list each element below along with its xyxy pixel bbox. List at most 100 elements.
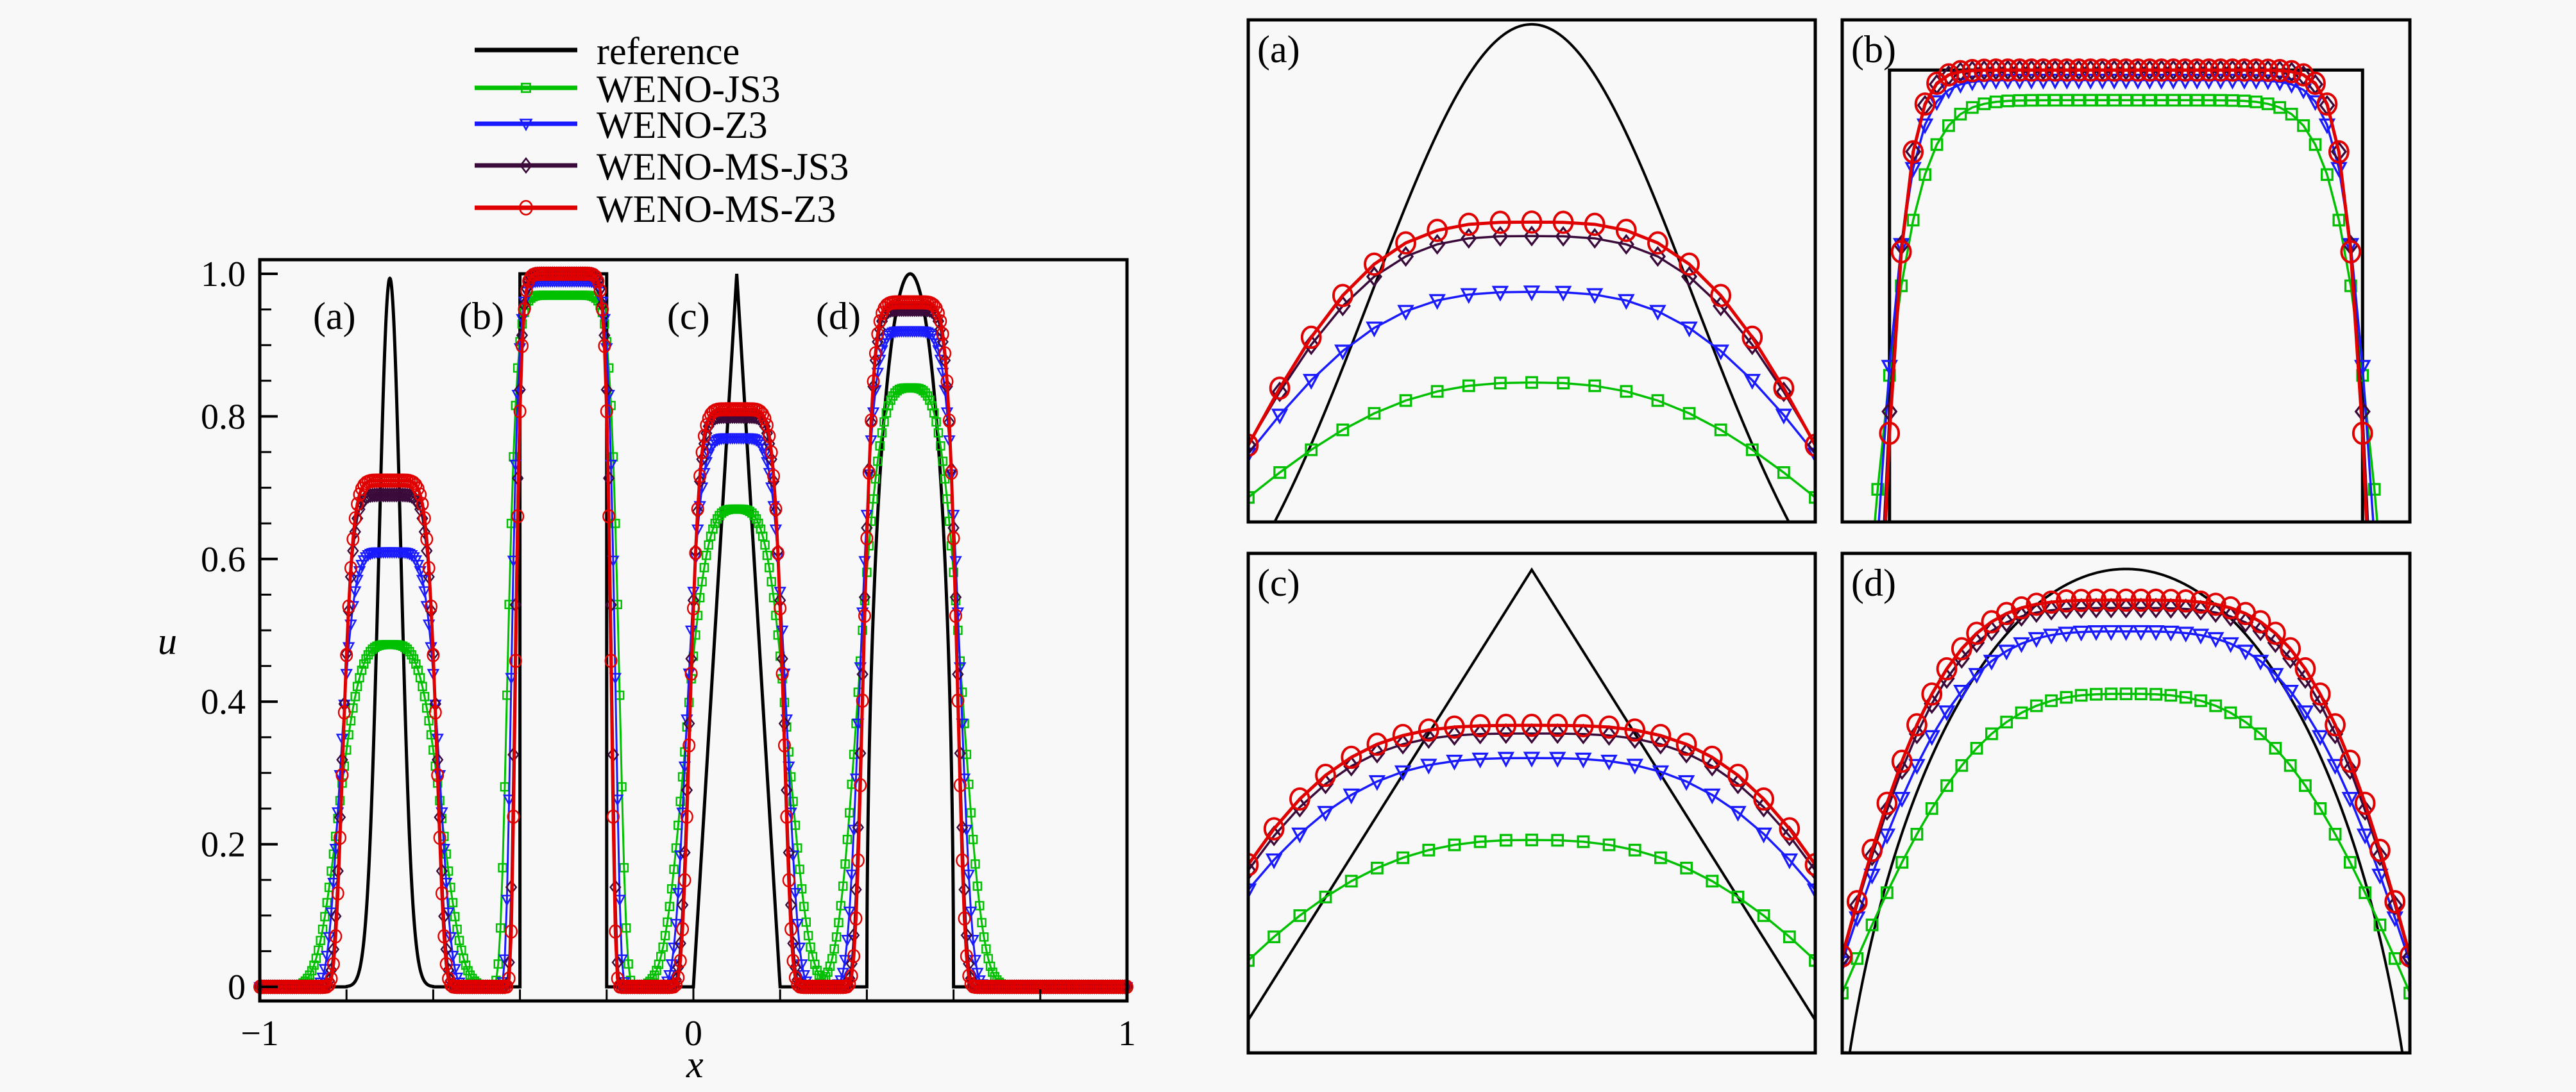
panel-d-point [2028, 602, 2045, 623]
panel-b-point [1868, 684, 1887, 704]
panel-d-point [2134, 687, 2148, 701]
panel-c-point [1499, 834, 1513, 847]
main-point [672, 887, 685, 900]
y-tick-label: 1.0 [201, 255, 246, 294]
panel-c-series-WENO-Z3 [1216, 752, 1815, 931]
panel-b-point [2117, 60, 2135, 81]
panel-b-point [1938, 63, 1960, 87]
panel-b-point [2259, 74, 2277, 90]
panel-b-series-WENO-MS-Z3 [1833, 58, 2419, 1084]
panel-b-point [1973, 58, 1995, 82]
panel-d-point [2269, 742, 2282, 755]
x-axis-title: x [686, 1043, 704, 1086]
panel-a-point [1679, 252, 1700, 276]
main-point [938, 457, 947, 466]
main-point [695, 445, 709, 460]
main-point [602, 509, 616, 524]
panel-c-label: (c) [1257, 562, 1300, 604]
x-tick-label: 0 [684, 1014, 702, 1054]
panel-d-point [2132, 625, 2150, 641]
panel-d-frame [1840, 551, 2412, 1055]
panel-c-point [1263, 817, 1285, 841]
panel-c-point [1315, 763, 1336, 787]
main-point [838, 881, 848, 891]
main-point [854, 778, 867, 793]
main-point [756, 443, 769, 455]
panel-a-point [1620, 385, 1633, 398]
panel-b-point [1833, 1064, 1852, 1084]
main-point [323, 932, 335, 944]
panel-b-point [2236, 60, 2253, 81]
panel-a-point [1399, 394, 1412, 407]
main-point [765, 445, 778, 460]
panel-a-line-WENO-MS-JS3 [1248, 235, 1815, 448]
panel-d-point [1997, 644, 2015, 661]
main-point [342, 599, 355, 614]
main-point [418, 511, 431, 526]
panel-d-point [1998, 612, 2015, 633]
main-point [838, 955, 852, 967]
main-point [936, 326, 949, 342]
main-point [956, 853, 969, 868]
main-point [439, 877, 453, 890]
main-annotation-b: (b) [459, 295, 504, 337]
panel-d-point [2222, 637, 2239, 653]
main-point [591, 274, 605, 289]
panel-b-point [2155, 94, 2168, 107]
panel-a-point [1395, 231, 1416, 255]
main-point [780, 809, 793, 824]
main-point [316, 936, 325, 945]
panel-d-point [1906, 713, 1928, 737]
panel-a-point [1178, 544, 1192, 562]
main-point [841, 935, 854, 947]
panel-d-point [2071, 589, 2092, 612]
main-point [797, 970, 811, 982]
panel-b-point [2401, 1064, 2419, 1084]
panel-b-point [2202, 94, 2216, 107]
main-point [663, 917, 672, 927]
panel-c-point [1216, 918, 1229, 931]
panel-d-point [2237, 612, 2254, 633]
panel-d-point [1820, 1002, 1834, 1015]
panel-b-point [1836, 1064, 1849, 1081]
panel-a-point [1491, 285, 1509, 302]
panel-b-point [2186, 58, 2208, 82]
main-point [762, 550, 772, 560]
main-point [964, 906, 978, 918]
panel-a-point [1489, 210, 1511, 234]
panel-c-point [1248, 883, 1257, 900]
panel-c-point [1248, 953, 1255, 967]
panel-d-point [1953, 684, 1970, 701]
main-point [758, 411, 772, 426]
panel-b-point [2226, 94, 2239, 107]
main-point [831, 932, 842, 942]
panel-a-point [1458, 212, 1480, 237]
panel-c-point [1394, 765, 1412, 782]
panel-b-point [1871, 533, 1885, 546]
panel-b-point [2023, 60, 2040, 81]
panel-d-point [2192, 600, 2209, 621]
main-point [958, 911, 971, 926]
legend: referenceWENO-JS3WENO-Z3WENO-MS-JS3WENO-… [475, 30, 849, 230]
panel-c-point [1706, 875, 1719, 888]
panel-b-point [2368, 483, 2381, 496]
panel-line-reference [1248, 567, 1815, 1021]
panel-d-series-WENO-JS3 [1842, 687, 2410, 1000]
panel-d-point [2015, 706, 2028, 719]
panel-c-point [1546, 714, 1568, 737]
panel-b-point [1871, 644, 1885, 662]
panel-b-point [2025, 94, 2038, 107]
main-point [708, 524, 718, 534]
panel-c-point [1779, 817, 1801, 841]
legend-label: WENO-Z3 [597, 104, 768, 146]
main-point [879, 417, 889, 427]
main-point [936, 441, 945, 451]
main-point [858, 609, 872, 623]
panel-d-point [2194, 694, 2207, 707]
panel-b-point [1989, 95, 2003, 108]
panel-d-point [1895, 855, 1909, 869]
panel-d-series [1820, 567, 2410, 1053]
main-point [615, 954, 629, 966]
panel-c-point [1420, 728, 1437, 750]
panel-b-point [2250, 95, 2263, 108]
